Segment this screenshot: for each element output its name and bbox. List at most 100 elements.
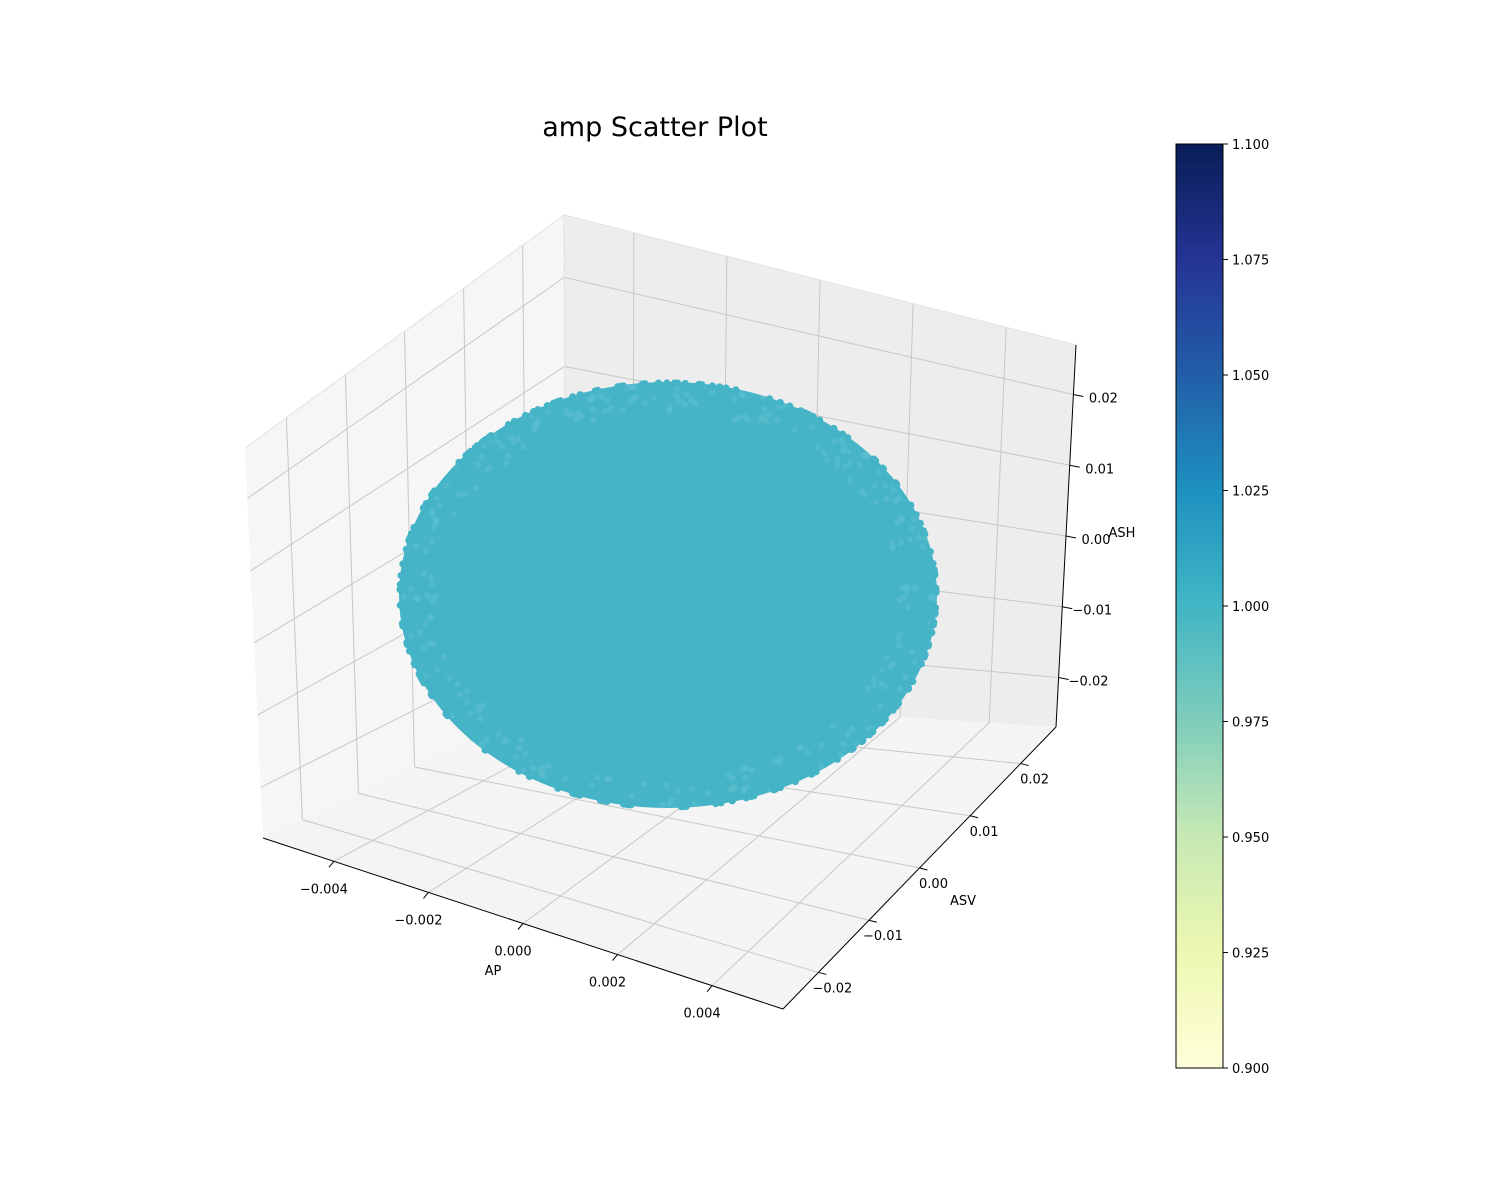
scatter-point — [456, 691, 464, 698]
scatter-point — [829, 722, 836, 730]
z-tick-label: 0.00 — [1082, 533, 1111, 548]
scatter-point — [423, 547, 430, 555]
scatter-point — [405, 647, 414, 655]
scatter-point — [529, 765, 537, 772]
scatter-point — [429, 507, 436, 515]
scatter-point — [749, 766, 756, 774]
scatter-point — [722, 384, 730, 392]
scatter-point — [396, 601, 404, 609]
scatter-point — [877, 703, 884, 711]
scatter-point — [455, 491, 463, 498]
point-cloud — [399, 382, 937, 808]
scatter-point — [626, 383, 634, 391]
colorbar-tick-label: 1.050 — [1232, 369, 1269, 384]
scatter-point — [534, 406, 542, 414]
scatter-point — [478, 453, 486, 460]
scatter-point — [602, 407, 609, 415]
z-gridline — [564, 276, 1074, 396]
scatter-point — [731, 395, 738, 403]
x-tick — [612, 954, 618, 961]
scatter-point — [809, 413, 817, 421]
scatter-point — [927, 593, 935, 601]
scatter-point — [776, 754, 784, 762]
scatter-point — [681, 379, 689, 388]
scatter-point — [888, 539, 896, 547]
scatter-point — [688, 786, 695, 793]
scatter-point — [522, 751, 529, 758]
scatter-point — [472, 484, 479, 492]
scatter-point — [750, 792, 758, 800]
scatter-point — [728, 797, 736, 805]
scatter-point — [414, 595, 422, 602]
scatter-point — [433, 666, 441, 674]
scatter-point — [545, 762, 552, 769]
scatter-point — [517, 736, 525, 743]
z-tick-label: 0.02 — [1089, 392, 1118, 407]
scatter-point — [594, 774, 601, 781]
scatter-point — [765, 395, 774, 403]
z-gridline-side — [247, 276, 565, 499]
scatter-point — [834, 455, 841, 462]
colorbar-tick-label: 1.075 — [1232, 254, 1269, 269]
scatter-point — [842, 463, 849, 470]
scatter-point — [893, 480, 901, 489]
scatter-point — [901, 593, 908, 600]
scatter-point — [443, 483, 450, 490]
scatter-point — [436, 501, 443, 509]
scatter-point — [823, 456, 831, 464]
z-tick-label: −0.01 — [1072, 604, 1112, 619]
scatter-point — [840, 443, 848, 450]
scatter-point — [572, 415, 580, 423]
scatter-point — [396, 580, 404, 589]
scatter-point — [743, 784, 750, 791]
scatter-point — [848, 725, 856, 733]
scatter-point — [889, 544, 896, 552]
scatter-point — [544, 408, 552, 416]
scatter-point — [454, 681, 462, 688]
scatter-point — [450, 510, 458, 518]
scatter-point — [407, 585, 415, 592]
scatter-point — [839, 740, 847, 748]
y-tick-label: 0.00 — [919, 877, 948, 892]
scatter-point — [461, 490, 468, 498]
z-tick — [1073, 394, 1084, 398]
y-gridline — [414, 766, 920, 869]
scatter-point — [675, 398, 683, 405]
scatter-point — [908, 648, 916, 655]
z-tick — [1058, 676, 1069, 680]
scatter-point — [893, 519, 900, 526]
scatter-point — [594, 386, 602, 394]
scatter-point — [741, 774, 749, 781]
scatter-point — [495, 730, 502, 738]
scatter-point — [641, 399, 649, 406]
colorbar-tick-label: 1.000 — [1232, 600, 1269, 615]
scatter-point — [919, 543, 926, 550]
scatter-point — [908, 525, 915, 532]
x-axis-label: AP — [485, 964, 502, 979]
scatter-point — [731, 416, 739, 423]
scatter-point — [654, 379, 663, 387]
scatter-point — [429, 598, 436, 605]
scatter-point — [771, 785, 779, 793]
scatter-point — [494, 438, 501, 445]
scatter-point — [681, 802, 689, 811]
floor-pane — [263, 696, 1056, 1009]
scatter-point — [398, 619, 407, 628]
scatter-point — [716, 383, 724, 391]
scatter-point — [403, 638, 411, 647]
z-tick — [1069, 464, 1080, 468]
colorbar-tick-label: 0.925 — [1232, 947, 1269, 962]
scatter-point — [570, 789, 578, 798]
scatter-point — [759, 414, 766, 421]
scatter-point — [856, 461, 863, 468]
scatter-point — [562, 406, 570, 413]
scatter-point — [432, 517, 440, 524]
scatter-point — [597, 393, 605, 400]
scatter-point — [896, 642, 903, 649]
scatter-point — [400, 593, 408, 601]
scatter-point — [930, 618, 938, 626]
scatter-point — [897, 630, 904, 638]
scatter-point — [432, 593, 439, 601]
scatter-point — [429, 581, 436, 588]
